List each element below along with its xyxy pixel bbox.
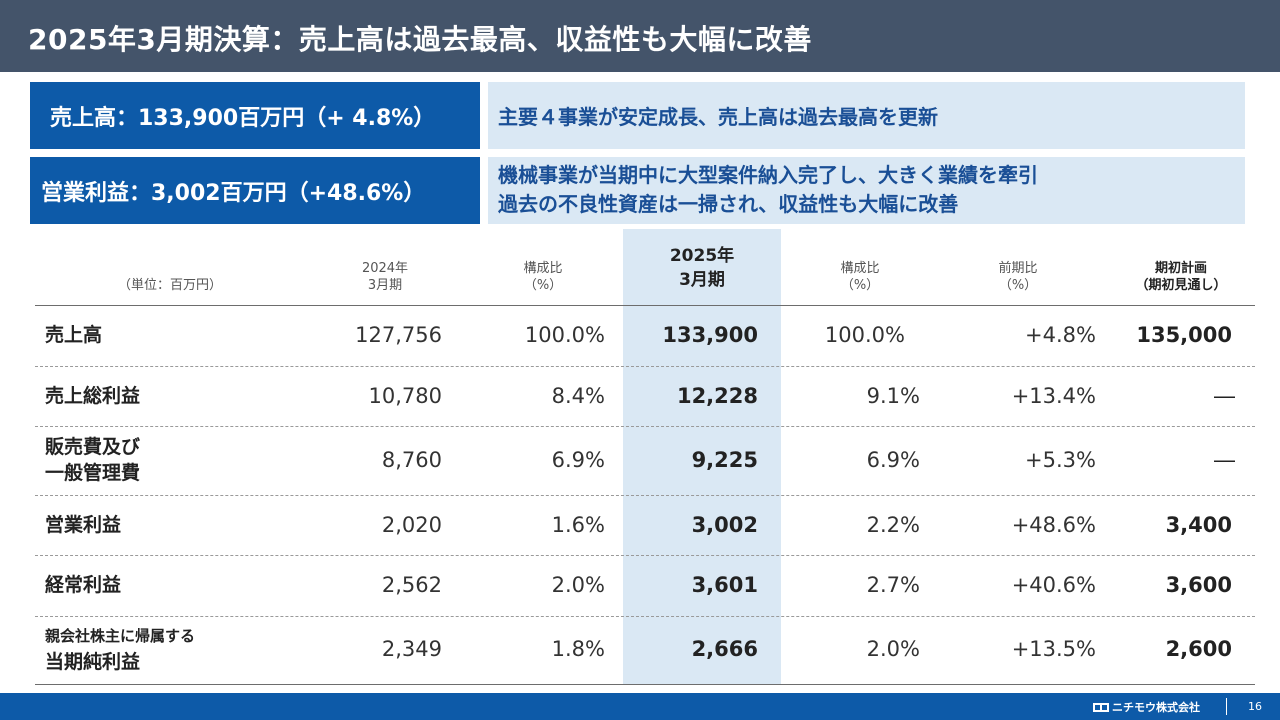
row-label: 親会社株主に帰属する 当期純利益 — [45, 627, 196, 673]
header-initial-plan: 期初計画 （期初見通し） — [1135, 261, 1227, 293]
cell-fy2025: 9,225 — [691, 448, 758, 472]
note-sales-text: 主要４事業が安定成長、売上高は過去最高を更新 — [498, 105, 938, 129]
cell-fy2024: 127,756 — [355, 323, 442, 347]
cell-yoy: +48.6% — [1011, 513, 1096, 537]
cell-fy2025: 3,002 — [691, 513, 758, 537]
row-label: 売上総利益 — [45, 385, 141, 407]
cell-yoy: +13.4% — [1011, 384, 1096, 408]
cell-yoy: +4.8% — [1025, 323, 1096, 347]
header-ratio-2024: 構成比 （%） — [523, 261, 563, 293]
cell-fy2024: 2,020 — [381, 513, 442, 537]
cell-plan: ― — [1214, 384, 1235, 408]
cell-fy2024: 2,349 — [381, 637, 442, 661]
row-label: 売上高 — [45, 324, 103, 346]
cell-ratio-2025: 6.9% — [866, 448, 920, 472]
cell-fy2025: 3,601 — [691, 573, 758, 597]
row-divider — [35, 495, 1255, 496]
table-bottom-rule — [35, 684, 1255, 685]
note-box-sales: 主要４事業が安定成長、売上高は過去最高を更新 — [488, 82, 1245, 149]
slide-title: 2025年3月期決算：売上高は過去最高、収益性も大幅に改善 — [28, 23, 812, 56]
cell-fy2025: 2,666 — [691, 637, 758, 661]
cell-ratio-2025: 2.2% — [866, 513, 920, 537]
cell-plan: 3,600 — [1165, 573, 1232, 597]
cell-ratio-2024: 1.6% — [551, 513, 605, 537]
row-divider — [35, 426, 1255, 427]
cell-ratio-2025: 2.0% — [866, 637, 920, 661]
row-label: 営業利益 — [45, 514, 122, 536]
cell-plan: 2,600 — [1165, 637, 1232, 661]
company-name: ニチモウ株式会社 — [1112, 701, 1200, 714]
page-number: 16 — [1248, 700, 1262, 713]
row-label: 販売費及び 一般管理費 — [45, 436, 141, 484]
cell-ratio-2025: 100.0% — [824, 323, 905, 347]
company-logo-icon — [1093, 702, 1109, 712]
table-header-rule — [35, 305, 1255, 306]
cell-fy2025: 12,228 — [676, 384, 758, 408]
kpi-sales-text: 売上高：133,900百万円（+ 4.8%） — [50, 105, 436, 131]
cell-ratio-2024: 100.0% — [524, 323, 605, 347]
cell-yoy: +5.3% — [1025, 448, 1096, 472]
header-fy2024: 2024年 3月期 — [361, 261, 409, 293]
footer-separator — [1226, 698, 1227, 715]
row-divider — [35, 366, 1255, 367]
cell-fy2024: 8,760 — [381, 448, 442, 472]
row-divider — [35, 616, 1255, 617]
note-profit-line-1: 機械事業が当期中に大型案件納入完了し、大きく業績を牽引 — [498, 163, 1038, 187]
kpi-sales-box: 売上高：133,900百万円（+ 4.8%） — [30, 82, 480, 149]
header-yoy: 前期比 （%） — [998, 261, 1038, 293]
title-bar: 2025年3月期決算：売上高は過去最高、収益性も大幅に改善 — [0, 0, 1280, 72]
current-year-column-highlight — [623, 229, 781, 684]
cell-plan: 135,000 — [1136, 323, 1232, 347]
cell-plan: 3,400 — [1165, 513, 1232, 537]
cell-fy2024: 2,562 — [381, 573, 442, 597]
cell-ratio-2025: 2.7% — [866, 573, 920, 597]
cell-ratio-2025: 9.1% — [866, 384, 920, 408]
cell-ratio-2024: 8.4% — [551, 384, 605, 408]
cell-yoy: +13.5% — [1011, 637, 1096, 661]
cell-fy2025: 133,900 — [662, 323, 758, 347]
cell-yoy: +40.6% — [1011, 573, 1096, 597]
cell-fy2024: 10,780 — [368, 384, 442, 408]
row-label: 経常利益 — [45, 574, 122, 596]
header-fy2025: 2025年 3月期 — [669, 246, 735, 290]
note-box-profit: 機械事業が当期中に大型案件納入完了し、大きく業績を牽引 過去の不良性資産は一掃さ… — [488, 157, 1245, 224]
kpi-operating-profit-box: 営業利益：3,002百万円（+48.6%） — [30, 157, 480, 224]
unit-label: （単位：百万円） — [117, 278, 222, 293]
cell-ratio-2024: 6.9% — [551, 448, 605, 472]
note-profit-line-2: 過去の不良性資産は一掃され、収益性も大幅に改善 — [498, 192, 959, 216]
footer-bar: ニチモウ株式会社 16 — [0, 693, 1280, 720]
cell-ratio-2024: 2.0% — [551, 573, 605, 597]
cell-ratio-2024: 1.8% — [551, 637, 605, 661]
cell-plan: ― — [1214, 448, 1235, 472]
header-ratio-2025: 構成比 （%） — [840, 261, 880, 293]
kpi-operating-profit-text: 営業利益：3,002百万円（+48.6%） — [41, 180, 426, 206]
company-logo: ニチモウ株式会社 — [1093, 699, 1200, 715]
row-divider — [35, 555, 1255, 556]
